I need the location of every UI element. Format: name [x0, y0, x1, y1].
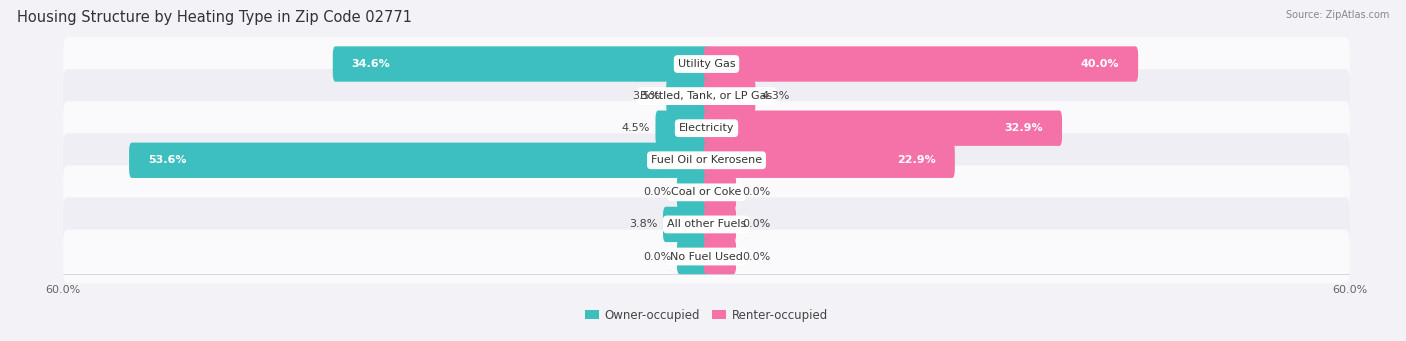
Text: 34.6%: 34.6% — [352, 59, 391, 69]
FancyBboxPatch shape — [666, 78, 709, 114]
Text: No Fuel Used: No Fuel Used — [671, 252, 742, 262]
Text: 0.0%: 0.0% — [643, 187, 671, 197]
FancyBboxPatch shape — [63, 133, 1350, 187]
FancyBboxPatch shape — [704, 78, 755, 114]
FancyBboxPatch shape — [676, 239, 709, 274]
FancyBboxPatch shape — [676, 175, 709, 210]
Text: 22.9%: 22.9% — [897, 155, 936, 165]
Text: Source: ZipAtlas.com: Source: ZipAtlas.com — [1285, 10, 1389, 20]
Text: 3.5%: 3.5% — [633, 91, 661, 101]
FancyBboxPatch shape — [664, 207, 709, 242]
FancyBboxPatch shape — [704, 110, 1062, 146]
Text: Bottled, Tank, or LP Gas: Bottled, Tank, or LP Gas — [640, 91, 773, 101]
Text: 53.6%: 53.6% — [148, 155, 187, 165]
Text: Electricity: Electricity — [679, 123, 734, 133]
FancyBboxPatch shape — [129, 143, 709, 178]
FancyBboxPatch shape — [704, 207, 737, 242]
FancyBboxPatch shape — [704, 46, 1137, 82]
Text: 3.8%: 3.8% — [628, 220, 657, 229]
Text: 4.5%: 4.5% — [621, 123, 650, 133]
Text: 0.0%: 0.0% — [643, 252, 671, 262]
Text: Housing Structure by Heating Type in Zip Code 02771: Housing Structure by Heating Type in Zip… — [17, 10, 412, 25]
FancyBboxPatch shape — [63, 101, 1350, 155]
FancyBboxPatch shape — [704, 175, 737, 210]
Text: 0.0%: 0.0% — [742, 220, 770, 229]
Text: Coal or Coke: Coal or Coke — [671, 187, 742, 197]
Text: 0.0%: 0.0% — [742, 187, 770, 197]
FancyBboxPatch shape — [63, 229, 1350, 283]
FancyBboxPatch shape — [704, 239, 737, 274]
Legend: Owner-occupied, Renter-occupied: Owner-occupied, Renter-occupied — [579, 304, 834, 326]
Text: 4.3%: 4.3% — [761, 91, 790, 101]
Text: Utility Gas: Utility Gas — [678, 59, 735, 69]
FancyBboxPatch shape — [655, 110, 709, 146]
Text: 0.0%: 0.0% — [742, 252, 770, 262]
Text: 40.0%: 40.0% — [1081, 59, 1119, 69]
Text: All other Fuels: All other Fuels — [666, 220, 747, 229]
FancyBboxPatch shape — [63, 37, 1350, 91]
FancyBboxPatch shape — [63, 197, 1350, 251]
FancyBboxPatch shape — [63, 165, 1350, 219]
Text: 32.9%: 32.9% — [1004, 123, 1043, 133]
FancyBboxPatch shape — [333, 46, 709, 82]
Text: Fuel Oil or Kerosene: Fuel Oil or Kerosene — [651, 155, 762, 165]
FancyBboxPatch shape — [704, 143, 955, 178]
FancyBboxPatch shape — [63, 69, 1350, 123]
